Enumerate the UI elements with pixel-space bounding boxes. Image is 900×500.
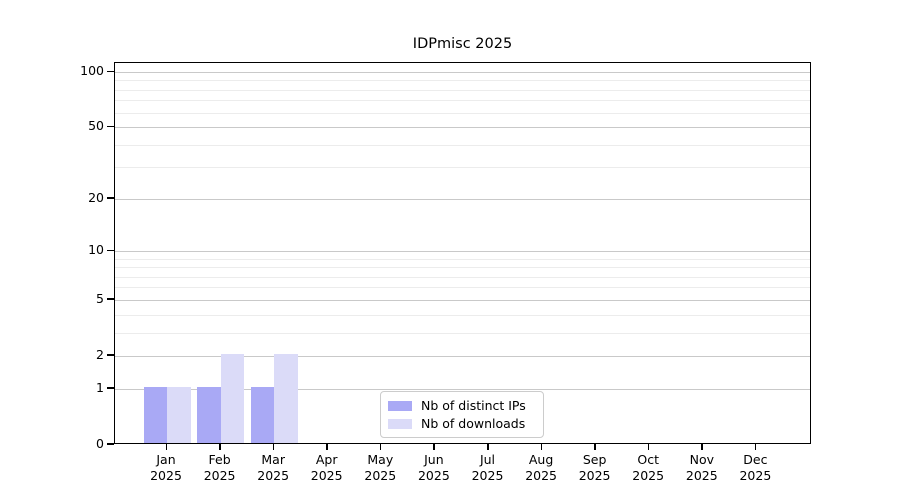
gridline-major: [115, 127, 810, 129]
x-tick-label: Sep 2025: [565, 452, 625, 483]
gridline-minor: [115, 314, 810, 316]
x-tick-mark: [379, 444, 382, 450]
x-tick-label: Nov 2025: [672, 452, 732, 483]
x-tick-mark: [594, 444, 596, 450]
gridline-minor: [115, 89, 810, 91]
x-tick-label: Jun 2025: [404, 452, 464, 483]
chart-title: IDPmisc 2025: [412, 36, 513, 52]
x-tick-label: Aug 2025: [511, 452, 571, 483]
x-tick-label-line: Apr: [315, 452, 338, 467]
y-tick-label: 2: [96, 346, 104, 362]
bar-distinct-ips: [250, 387, 275, 443]
x-tick-label-line: Dec: [743, 452, 768, 467]
y-tick-mark: [107, 354, 114, 356]
x-tick-mark: [219, 444, 221, 450]
x-tick-label-line: 2025: [417, 467, 450, 483]
x-tick-label-line: 2025: [257, 467, 290, 483]
y-tick-mark: [107, 443, 114, 445]
x-tick-label-line: 2025: [310, 467, 343, 483]
legend-label-downloads: Nb of downloads: [421, 416, 526, 431]
x-tick-mark: [272, 444, 275, 450]
y-tick-label: 50: [88, 118, 104, 134]
x-tick-label-line: 2025: [578, 467, 611, 483]
x-tick-label-line: Mar: [261, 452, 285, 467]
gridline-minor: [115, 267, 810, 269]
x-tick-label-line: Oct: [637, 452, 659, 467]
gridline-major: [115, 299, 810, 301]
x-tick-mark: [647, 444, 650, 450]
y-tick-mark: [107, 70, 114, 72]
gridline-minor: [115, 287, 810, 289]
x-tick-label-line: 2025: [203, 467, 236, 483]
x-tick-label: Mar 2025: [243, 452, 303, 483]
bar-downloads: [274, 354, 298, 443]
x-tick-mark: [754, 444, 757, 450]
x-tick-label-line: Jun: [424, 452, 444, 467]
x-tick-mark: [701, 444, 703, 450]
x-tick-mark: [487, 444, 489, 450]
x-tick-label-line: 2025: [364, 467, 397, 483]
x-tick-label-line: Feb: [208, 452, 231, 467]
bar-downloads: [220, 354, 245, 443]
gridline-major: [115, 388, 810, 390]
x-tick-mark: [540, 444, 543, 450]
plot-area: [114, 62, 811, 444]
bar-downloads: [167, 387, 191, 443]
x-tick-label-line: 2025: [739, 467, 772, 483]
y-tick-label: 1: [96, 379, 104, 395]
x-tick-label: Dec 2025: [725, 452, 785, 483]
x-tick-label: Jul 2025: [458, 452, 518, 483]
x-tick-mark: [433, 444, 435, 450]
legend-item-downloads: Nb of downloads: [388, 416, 535, 431]
x-tick-label-line: 2025: [525, 467, 557, 483]
legend-label-distinct-ips: Nb of distinct IPs: [421, 398, 526, 413]
x-tick-label-line: Aug: [528, 452, 554, 467]
y-tick-label: 0: [96, 435, 104, 451]
y-tick-label: 10: [88, 242, 104, 257]
x-tick-label-line: Jan: [156, 452, 176, 467]
legend-swatch-distinct-ips: [388, 400, 412, 411]
gridline-minor: [115, 276, 810, 278]
gridline-minor: [115, 80, 810, 82]
legend-item-distinct-ips: Nb of distinct IPs: [388, 398, 535, 413]
y-tick-mark: [107, 197, 114, 199]
gridline-major: [115, 72, 810, 73]
gridline-major: [115, 355, 810, 357]
x-tick-label-line: Nov: [689, 452, 714, 467]
gridline-minor: [115, 144, 810, 146]
x-tick-mark: [326, 444, 328, 450]
gridline-minor: [115, 100, 810, 102]
y-tick-mark: [107, 125, 114, 128]
x-tick-label: May 2025: [350, 452, 410, 483]
bar-distinct-ips: [143, 387, 167, 443]
gridline-minor: [115, 332, 810, 334]
gridline-major: [115, 198, 810, 200]
x-tick-mark: [165, 444, 167, 450]
x-tick-label: Apr 2025: [297, 452, 357, 483]
x-tick-label-line: Jul: [479, 452, 496, 467]
x-tick-label-line: 2025: [685, 467, 718, 483]
y-tick-label: 5: [96, 290, 104, 306]
gridline-minor: [115, 167, 810, 169]
x-tick-label-line: May: [367, 452, 394, 467]
gridline-major: [115, 251, 810, 252]
x-tick-label: Oct 2025: [618, 452, 678, 483]
x-tick-label: Jan 2025: [136, 452, 196, 483]
x-tick-label-line: Sep: [582, 452, 607, 467]
legend-swatch-downloads: [388, 418, 412, 429]
y-tick-mark: [107, 298, 114, 300]
y-tick-label: 20: [88, 189, 104, 205]
x-tick-label-line: 2025: [632, 467, 665, 483]
y-tick-label: 100: [80, 63, 104, 78]
x-tick-label: Feb 2025: [190, 452, 250, 483]
x-tick-label-line: 2025: [471, 467, 504, 483]
gridline-minor: [115, 112, 810, 114]
bar-distinct-ips: [197, 387, 221, 443]
legend: Nb of distinct IPs Nb of downloads: [380, 391, 544, 438]
gridline-minor: [115, 258, 810, 260]
x-tick-label-line: 2025: [150, 467, 182, 483]
y-tick-mark: [107, 387, 114, 389]
y-tick-mark: [107, 249, 114, 251]
